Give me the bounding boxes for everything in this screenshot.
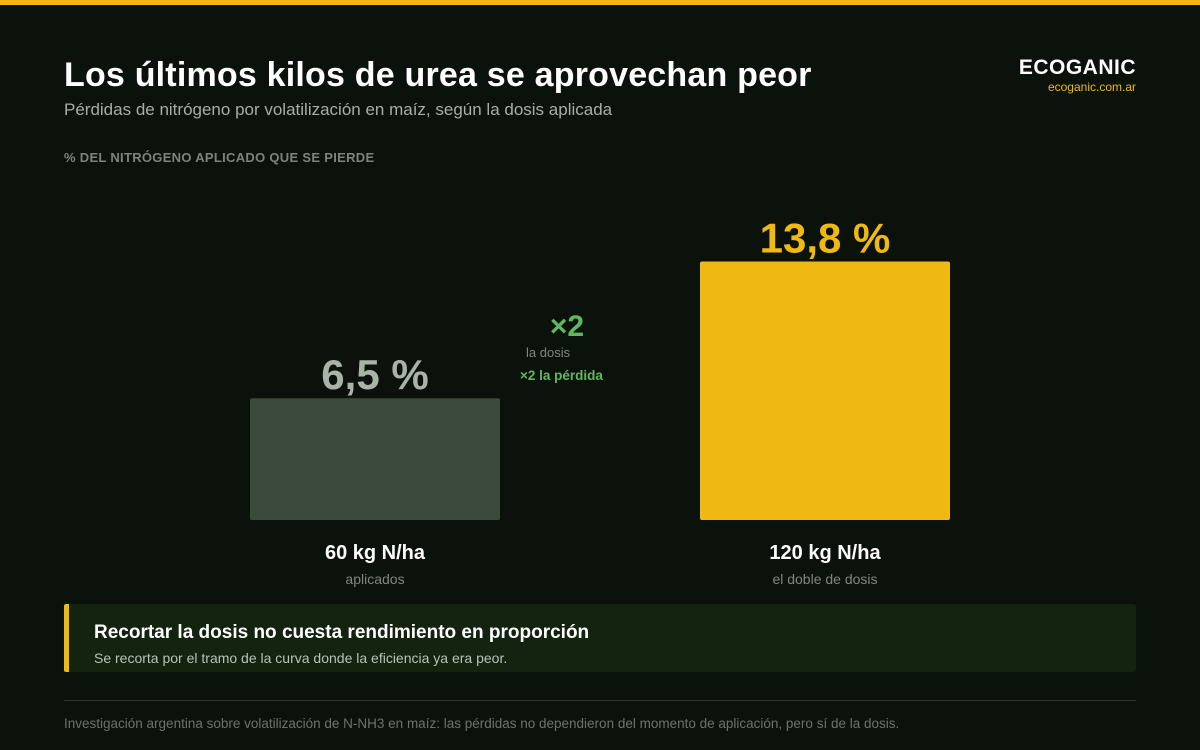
brand-name: ECOGANIC	[1018, 56, 1136, 79]
footer-divider	[64, 700, 1136, 701]
footnote: Investigación argentina sobre volatiliza…	[64, 716, 900, 731]
top-accent-bar	[0, 0, 1200, 5]
callout-box: Recortar la dosis no cuesta rendimiento …	[64, 604, 1136, 672]
category-label-1: 60 kg N/ha	[325, 542, 426, 564]
dose-note-annotation: la dosis	[526, 345, 571, 360]
loss-note-annotation: ×2 la pérdida	[520, 368, 603, 383]
callout-accent-stripe	[64, 604, 69, 672]
category-label-2: 120 kg N/ha	[769, 542, 881, 564]
multiplier-annotation: ×2	[550, 310, 584, 343]
bar-2	[700, 261, 950, 520]
category-note-1: aplicados	[345, 571, 404, 587]
bar-1	[250, 398, 500, 520]
brand-url: ecoganic.com.ar	[1047, 80, 1136, 94]
bar-value-label-2: 13,8 %	[760, 214, 891, 261]
page-title: Los últimos kilos de urea se aprovechan …	[64, 56, 812, 94]
category-note-2: el doble de dosis	[772, 571, 877, 587]
y-axis-label: % DEL NITRÓGENO APLICADO QUE SE PIERDE	[64, 150, 375, 165]
callout-title: Recortar la dosis no cuesta rendimiento …	[94, 622, 590, 643]
bar-chart: 6,5 % 60 kg N/ha aplicados 13,8 % 120 kg N/h…	[250, 214, 950, 587]
callout-text: Se recorta por el tramo de la curva dond…	[94, 650, 508, 666]
brand-block: ECOGANIC ecoganic.com.ar	[1019, 56, 1136, 94]
bar-value-label-1: 6,5 %	[321, 351, 428, 398]
page-subtitle: Pérdidas de nitrógeno por volatilización…	[64, 100, 613, 119]
